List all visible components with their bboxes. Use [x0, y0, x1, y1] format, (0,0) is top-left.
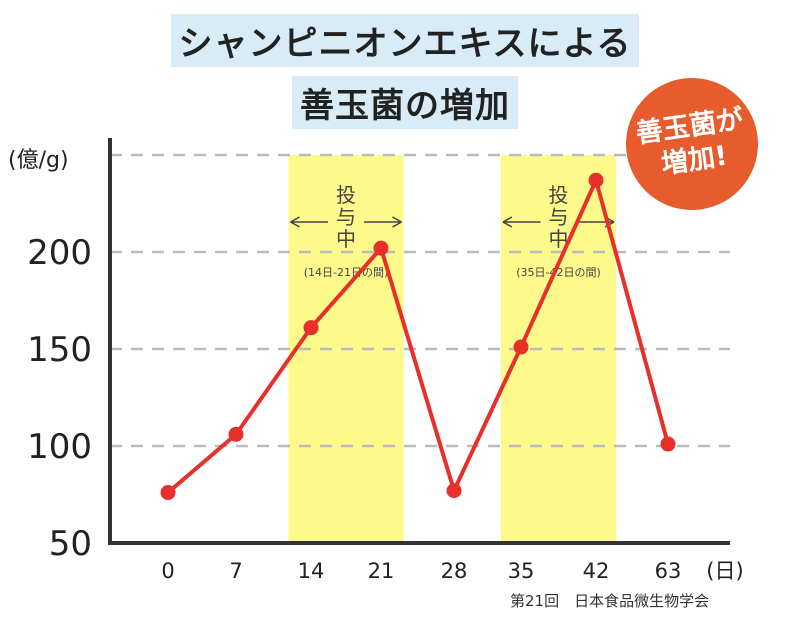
title-line-2-text: 善玉菌の増加 [292, 76, 518, 129]
dosing-label-1-char-3: 中 [336, 227, 356, 251]
x-tick-label-21: 21 [368, 559, 395, 583]
data-point-14 [303, 320, 319, 336]
data-point-35 [513, 339, 529, 355]
x-axis-unit-label: (日) [706, 559, 743, 583]
dosing-sublabel-2: (35日-42日の間) [516, 266, 601, 279]
dosing-arrow-left-head-1 [290, 216, 300, 228]
y-axis-unit-label: (億/g) [8, 148, 69, 173]
dosing-label-2-char-2: 与 [549, 205, 569, 229]
x-tick-label-7: 7 [229, 559, 242, 583]
data-point-21 [373, 240, 389, 256]
y-tick-label-50: 50 [49, 524, 92, 564]
x-tick-label-14: 14 [298, 559, 325, 583]
y-tick-label-200: 200 [27, 233, 92, 273]
dosing-label-1-char-2: 与 [336, 205, 356, 229]
data-point-63 [660, 436, 676, 452]
dosing-sublabel-1: (14日-21日の間) [304, 266, 389, 279]
data-point-7 [228, 426, 244, 442]
chart-title-line-2: 善玉菌の増加 [0, 76, 810, 129]
y-tick-label-150: 150 [27, 330, 92, 370]
source-note: 第21回 日本食品微生物学会 [510, 592, 710, 610]
dosing-label-2-char-1: 投 [549, 183, 569, 207]
chart-title-line-1: シャンピニオンエキスによる [0, 14, 810, 67]
x-tick-label-42: 42 [583, 559, 610, 583]
x-tick-label-0: 0 [161, 559, 174, 583]
data-point-0 [160, 485, 176, 501]
x-tick-label-35: 35 [508, 559, 535, 583]
x-tick-label-28: 28 [441, 559, 468, 583]
x-tick-label-63: 63 [655, 559, 682, 583]
data-point-28 [446, 483, 462, 499]
dosing-arrow-left-head-2 [502, 216, 513, 228]
title-line-1-text: シャンピニオンエキスによる [170, 14, 640, 67]
dosing-arrow-right-head-1 [392, 216, 402, 228]
series-line [166, 178, 670, 495]
dosing-label-2-char-3: 中 [549, 227, 569, 251]
dosing-label-1-char-1: 投 [336, 183, 356, 207]
data-point-42 [588, 172, 604, 188]
y-tick-label-100: 100 [27, 427, 92, 467]
